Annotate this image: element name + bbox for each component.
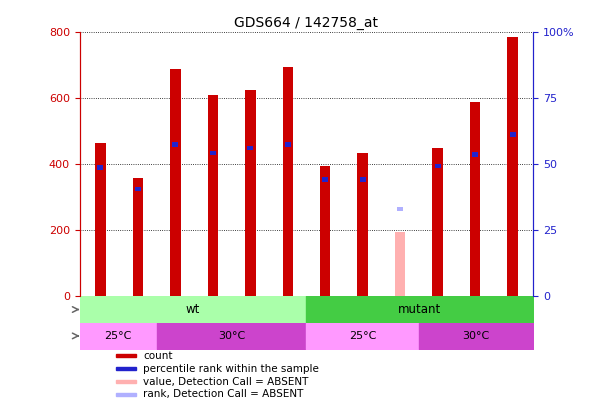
- Text: mutant: mutant: [398, 303, 441, 316]
- Bar: [397, 207, 403, 211]
- Bar: [97, 165, 103, 170]
- Title: GDS664 / 142758_at: GDS664 / 142758_at: [235, 16, 378, 30]
- Bar: [285, 142, 291, 147]
- Bar: [116, 367, 137, 370]
- Text: 30°C: 30°C: [218, 331, 245, 341]
- Bar: [283, 67, 293, 296]
- Bar: [245, 90, 256, 296]
- Bar: [322, 177, 328, 181]
- Bar: [472, 152, 478, 157]
- Bar: [132, 177, 143, 296]
- Bar: [116, 393, 137, 396]
- Bar: [248, 145, 253, 150]
- Bar: [116, 354, 137, 357]
- Bar: [135, 187, 141, 192]
- Bar: [360, 177, 365, 181]
- Bar: [172, 142, 178, 147]
- Bar: [435, 164, 441, 168]
- Bar: [170, 69, 181, 296]
- Text: value, Detection Call = ABSENT: value, Detection Call = ABSENT: [143, 377, 308, 386]
- Text: 30°C: 30°C: [463, 331, 490, 341]
- Text: 25°C: 25°C: [104, 331, 132, 341]
- Text: wt: wt: [186, 303, 200, 316]
- Bar: [510, 132, 516, 137]
- Text: count: count: [143, 351, 173, 360]
- Bar: [116, 380, 137, 383]
- Bar: [208, 95, 218, 296]
- Bar: [320, 166, 330, 296]
- Bar: [95, 143, 105, 296]
- Bar: [210, 151, 216, 155]
- Text: rank, Detection Call = ABSENT: rank, Detection Call = ABSENT: [143, 390, 303, 399]
- Text: 25°C: 25°C: [349, 331, 376, 341]
- Bar: [395, 232, 405, 296]
- Bar: [508, 37, 518, 296]
- Bar: [432, 148, 443, 296]
- Bar: [470, 102, 481, 296]
- Bar: [357, 153, 368, 296]
- Text: percentile rank within the sample: percentile rank within the sample: [143, 364, 319, 373]
